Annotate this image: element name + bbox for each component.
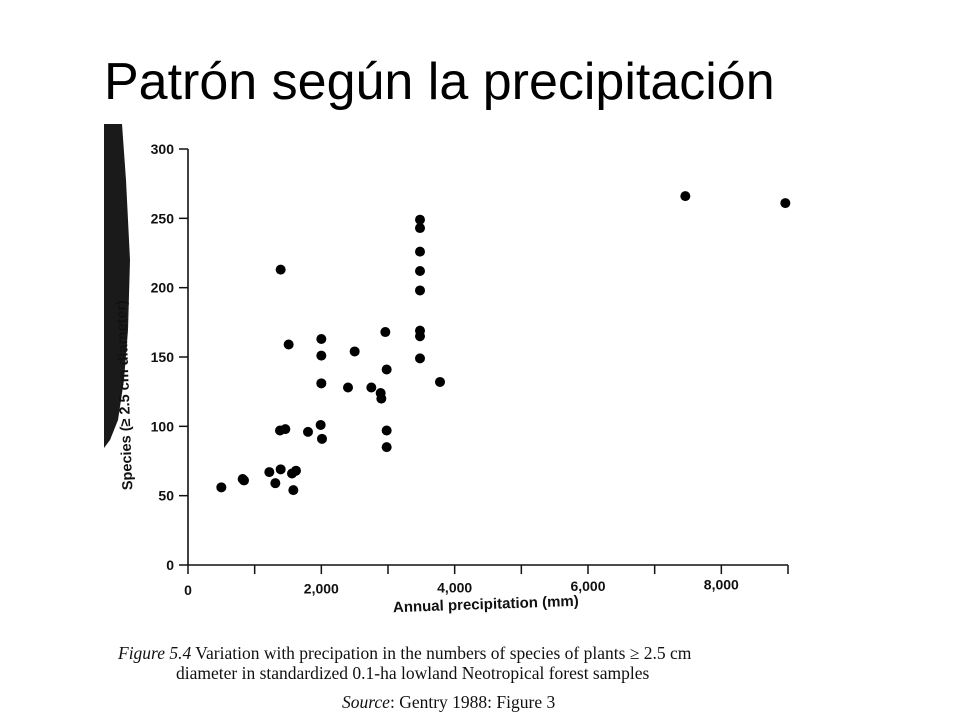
x-tick-label: 4,000 [437, 579, 472, 595]
x-tick-labels: 0 2,000 4,000 6,000 8,000 [184, 577, 739, 598]
caption-line-2: diameter in standardized 0.1-ha lowland … [176, 663, 650, 683]
slide-title: Patrón según la precipitación [104, 53, 775, 111]
data-point [291, 465, 301, 476]
figure-label: Figure 5.4 [118, 643, 192, 663]
y-tick-label: 50 [158, 488, 174, 504]
data-point [275, 464, 286, 475]
data-point [270, 478, 281, 489]
data-point [317, 433, 327, 444]
scan-edge-shadow [104, 124, 130, 448]
data-point [780, 198, 791, 209]
y-tick-label: 100 [151, 418, 175, 434]
data-point [349, 346, 360, 357]
x-tick-label: 6,000 [570, 578, 605, 594]
figure-caption: Figure 5.4 Variation with precipation in… [118, 643, 878, 683]
data-point [435, 376, 445, 387]
data-point [415, 246, 425, 257]
x-tick-label: 2,000 [304, 581, 339, 597]
y-tick-labels: 0 50 100 150 200 250 300 [151, 141, 175, 573]
data-point [239, 475, 249, 486]
data-point [264, 467, 275, 478]
data-point [316, 333, 327, 344]
data-point [280, 424, 291, 435]
data-point [275, 264, 286, 275]
data-point [415, 223, 425, 234]
y-tick-label: 250 [151, 210, 175, 226]
caption-line-1: Figure 5.4 Variation with precipation in… [118, 643, 878, 663]
data-points [216, 191, 791, 496]
data-point [288, 485, 299, 496]
y-tick-label: 150 [151, 349, 175, 365]
data-point [316, 378, 327, 389]
data-point [303, 426, 313, 437]
x-axis-label: Annual precipitation (mm) [393, 593, 579, 616]
data-point [415, 214, 425, 225]
y-tick-label: 300 [151, 141, 175, 157]
x-axis [187, 564, 789, 574]
data-point [680, 191, 691, 202]
data-point [415, 266, 425, 277]
data-point [415, 285, 425, 296]
x-tick-label: 0 [184, 582, 192, 598]
data-point [283, 339, 294, 350]
data-point [376, 393, 387, 404]
caption-text-1: Variation with precipation in the number… [191, 643, 692, 663]
figure-source: Source: Gentry 1988: Figure 3 [342, 692, 555, 713]
data-point [381, 425, 392, 436]
data-point [315, 419, 326, 430]
y-tick-label: 200 [151, 280, 175, 296]
x-tick-label: 8,000 [704, 577, 739, 593]
data-point [381, 364, 392, 375]
data-point [316, 350, 327, 361]
data-point [415, 353, 425, 364]
data-point [343, 382, 353, 393]
data-point [216, 482, 227, 493]
source-text: : Gentry 1988: Figure 3 [389, 692, 556, 712]
data-point [380, 327, 391, 338]
y-axis-label: Species (≥ 2.5 cm diameter) [114, 300, 137, 491]
y-tick-label: 0 [166, 557, 174, 573]
data-point [366, 382, 377, 393]
data-point [381, 442, 392, 453]
data-point [415, 331, 425, 342]
source-label: Source [342, 692, 390, 712]
y-axis [179, 148, 189, 566]
